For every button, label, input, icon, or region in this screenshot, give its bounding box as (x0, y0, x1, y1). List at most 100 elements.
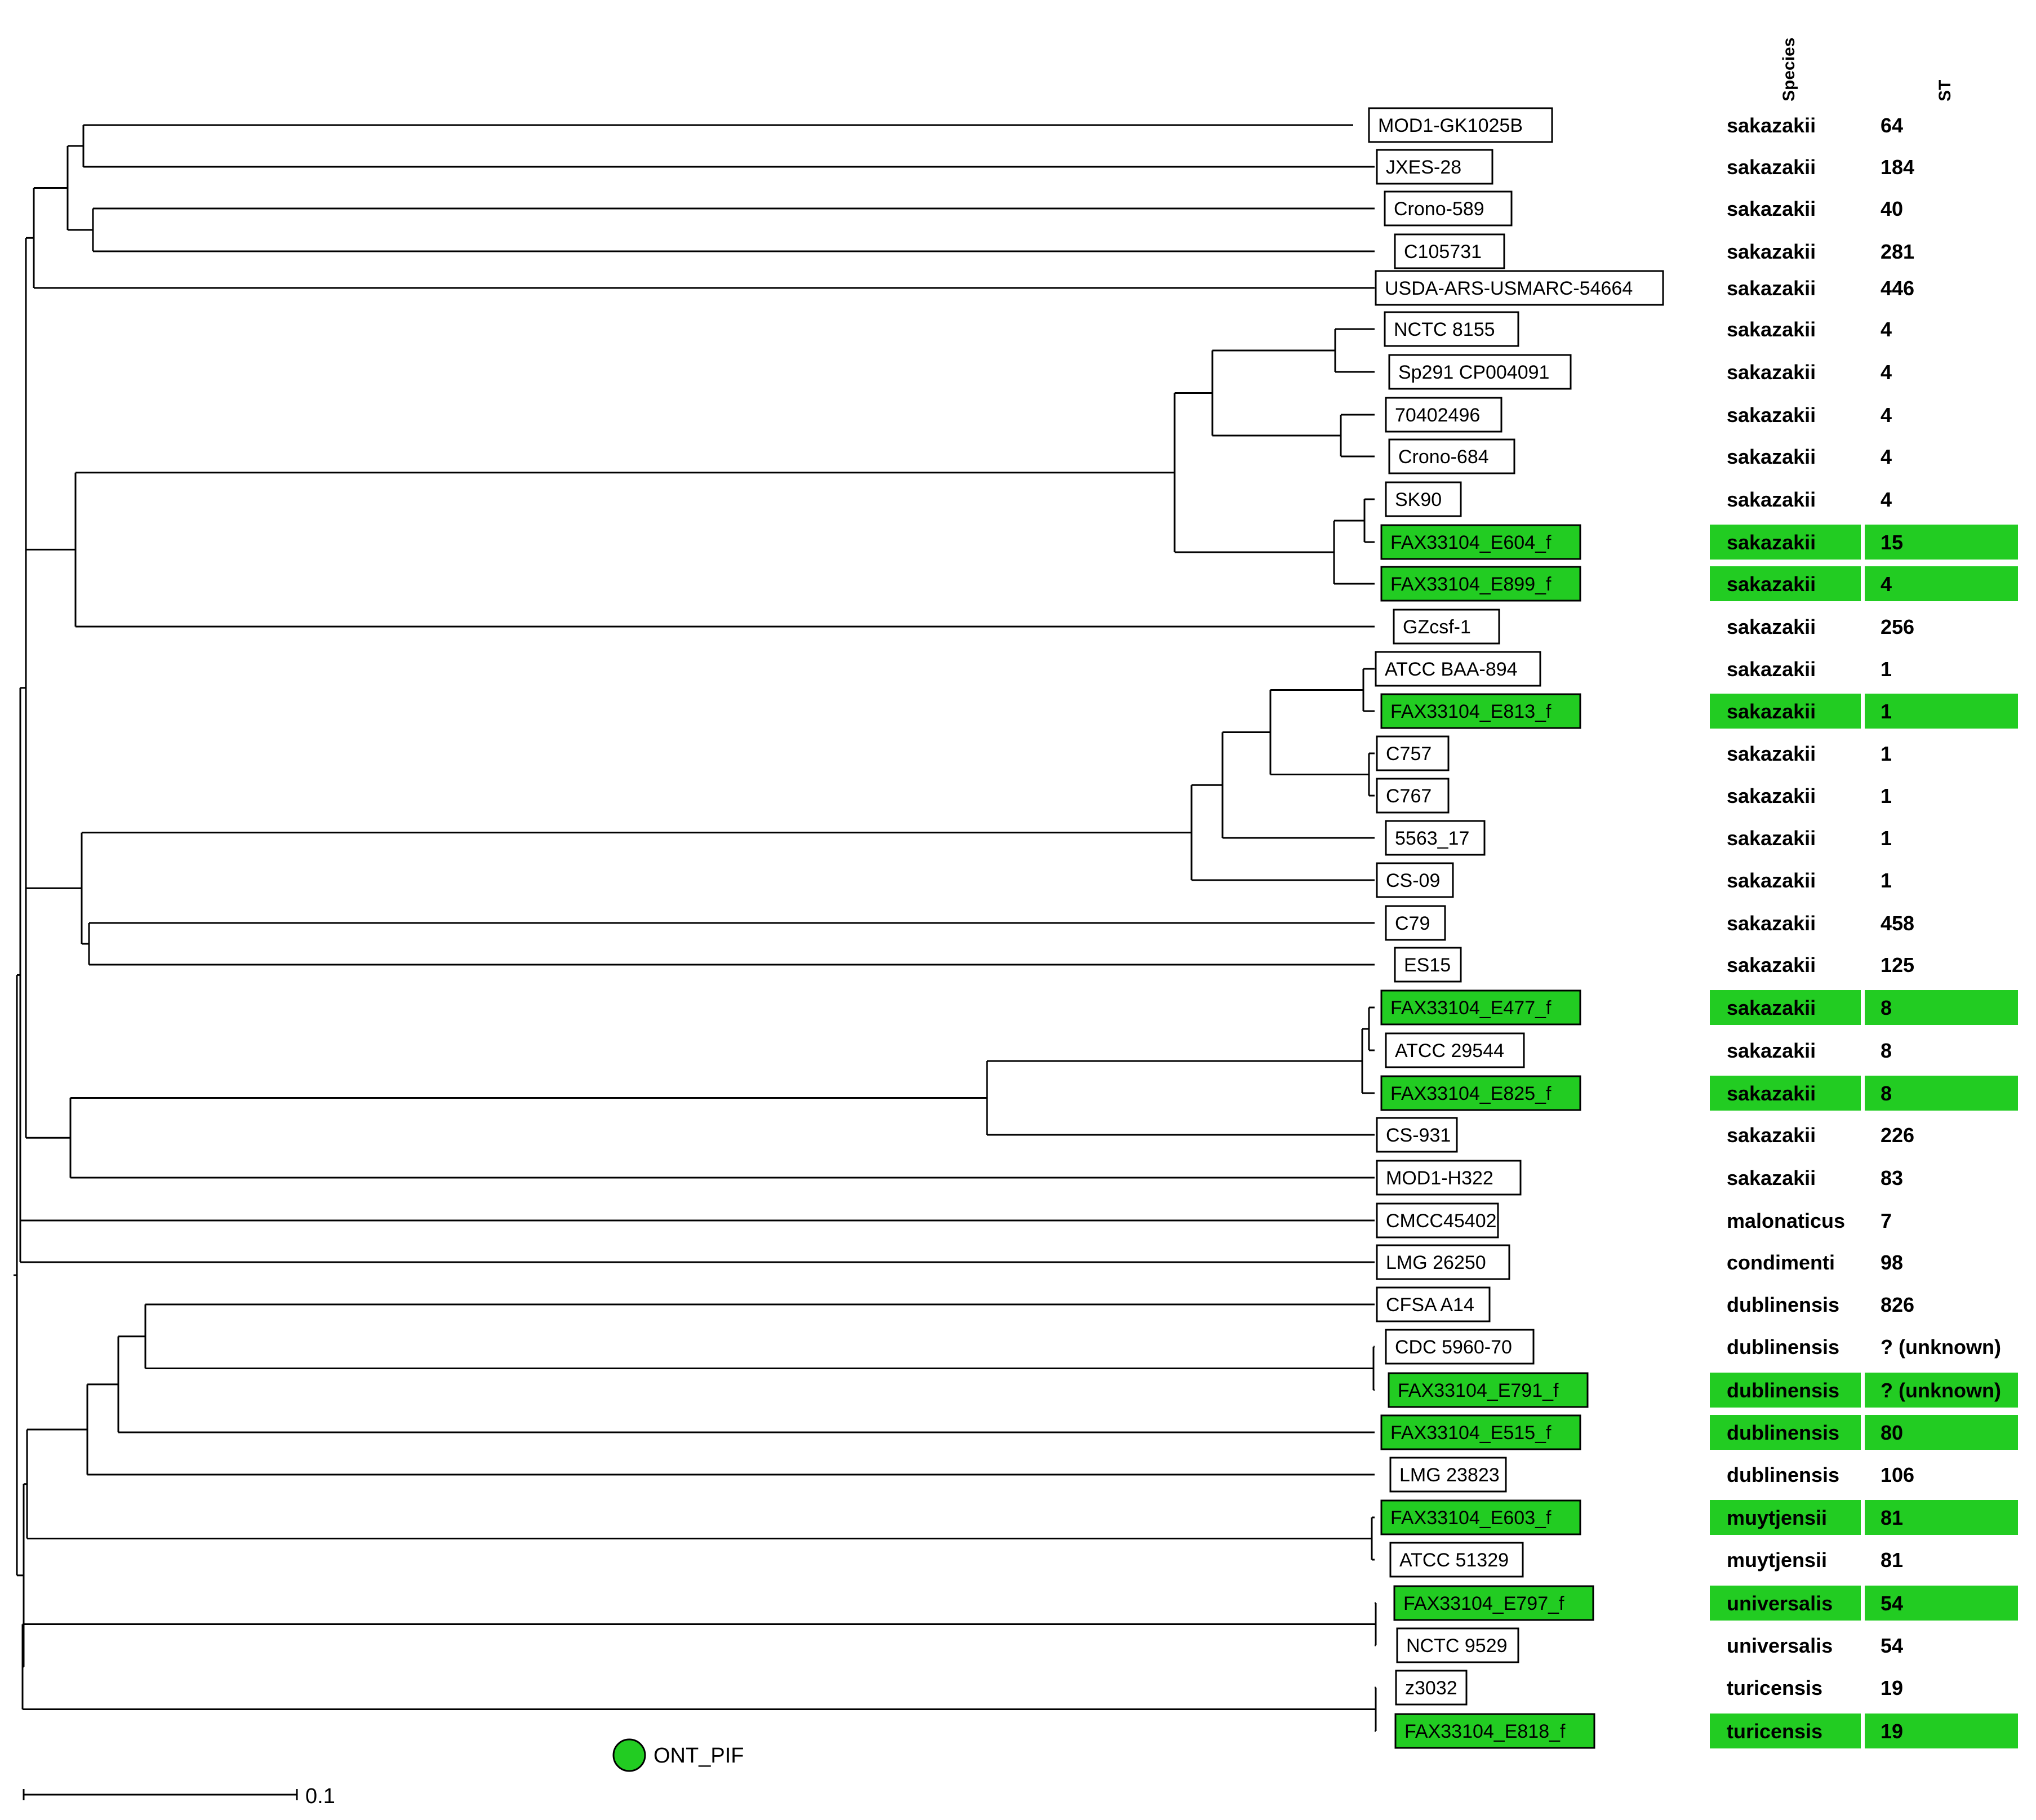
species-cell: universalis (1727, 1592, 1833, 1615)
taxon-label-box (1385, 905, 1446, 941)
table-row: sakazakii 1 (1727, 827, 1892, 850)
species-cell: sakazakii (1727, 197, 1816, 220)
taxon-name: Crono-684 (1398, 446, 1489, 468)
st-cell: 54 (1881, 1592, 1903, 1615)
table-row: universalis 54 (1710, 1586, 2018, 1621)
taxon-label-box (1380, 1075, 1581, 1111)
species-cell: sakazakii (1727, 784, 1816, 807)
taxon-label: CDC 5960-70 (1385, 1329, 1535, 1365)
st-cell: 458 (1881, 912, 1914, 935)
table-row: universalis 54 (1727, 1634, 1903, 1657)
species-cell: sakazakii (1727, 531, 1816, 554)
taxon-label: USDA-ARS-USMARC-54664 (1375, 270, 1664, 306)
st-cell: 4 (1881, 488, 1892, 511)
species-cell: sakazakii (1727, 700, 1816, 723)
species-cell: sakazakii (1727, 156, 1816, 179)
taxon-label: FAX33104_E515_f (1380, 1414, 1581, 1450)
species-cell: sakazakii (1727, 1166, 1816, 1189)
taxon-name: MOD1-GK1025B (1378, 115, 1523, 136)
taxon-label: z3032 (1395, 1670, 1468, 1706)
taxon-label-box (1394, 233, 1505, 269)
st-cell: 54 (1881, 1634, 1903, 1657)
taxon-label: ATCC BAA-894 (1375, 651, 1541, 687)
taxon-label: FAX33104_E813_f (1380, 693, 1581, 729)
species-cell: sakazakii (1727, 445, 1816, 468)
highlight-cell (1865, 1714, 2018, 1748)
taxon-label-box (1380, 524, 1581, 560)
taxon-name: LMG 26250 (1386, 1252, 1486, 1273)
st-cell: 19 (1881, 1676, 1903, 1699)
highlight-cell (1710, 1373, 1861, 1408)
taxon-name: ES15 (1404, 955, 1451, 976)
table-row: condimenti 98 (1727, 1251, 1903, 1274)
taxon-label: NCTC 9529 (1396, 1627, 1519, 1663)
st-cell: ? (unknown) (1881, 1335, 2001, 1359)
taxon-label-box (1393, 1585, 1594, 1621)
taxon-label: ATCC 29544 (1385, 1032, 1525, 1068)
highlight-cell (1710, 694, 1861, 729)
st-cell: 106 (1881, 1463, 1914, 1486)
taxon-label-box (1376, 1117, 1458, 1153)
taxon-name: USDA-ARS-USMARC-54664 (1385, 278, 1633, 299)
table-row: sakazakii 4 (1727, 445, 1892, 468)
taxon-label: GZcsf-1 (1393, 609, 1500, 645)
table-row: dublinensis ? (unknown) (1710, 1373, 2018, 1408)
table-row: sakazakii 1 (1727, 784, 1892, 807)
taxon-label: C105731 (1394, 233, 1505, 269)
taxon-name: FAX33104_E818_f (1404, 1721, 1566, 1742)
taxon-label: FAX33104_E477_f (1380, 989, 1581, 1026)
highlight-cell (1710, 1714, 1861, 1748)
highlight-cell (1710, 566, 1861, 601)
taxon-name: FAX33104_E515_f (1390, 1422, 1552, 1444)
st-cell: 4 (1881, 403, 1892, 427)
taxon-label: FAX33104_E797_f (1393, 1585, 1594, 1621)
taxon-label-box (1375, 651, 1541, 687)
table-row: sakazakii 184 (1727, 156, 1914, 179)
taxon-name: CMCC45402 (1386, 1210, 1497, 1232)
st-cell: 1 (1881, 742, 1892, 765)
species-cell: condimenti (1727, 1251, 1835, 1274)
taxon-label: C767 (1376, 778, 1450, 814)
st-cell: 226 (1881, 1124, 1914, 1147)
highlight-cell (1710, 1076, 1861, 1111)
taxon-label-box (1388, 1372, 1589, 1408)
highlight-cell (1865, 990, 2018, 1025)
taxon-name: NCTC 9529 (1406, 1635, 1508, 1657)
taxon-label-box (1385, 481, 1462, 517)
highlight-cell (1710, 990, 1861, 1025)
taxon-name: FAX33104_E477_f (1390, 997, 1552, 1019)
species-cell: sakazakii (1727, 1082, 1816, 1105)
table-row: sakazakii 64 (1727, 114, 1903, 137)
table-row: turicensis 19 (1727, 1676, 1903, 1699)
taxon-name: ATCC 51329 (1399, 1550, 1509, 1571)
taxon-label: C79 (1385, 905, 1446, 941)
taxon-label-box (1388, 438, 1515, 474)
taxon-label-box (1376, 149, 1493, 185)
st-cell: 4 (1881, 572, 1892, 596)
highlight-cell (1865, 1415, 2018, 1450)
taxon-name: FAX33104_E797_f (1403, 1593, 1564, 1614)
species-cell: sakazakii (1727, 361, 1816, 384)
taxon-label-box (1389, 1542, 1524, 1578)
taxon-label-box (1376, 862, 1454, 898)
taxon-label-box (1395, 1670, 1468, 1706)
species-cell: dublinensis (1727, 1379, 1839, 1402)
taxon-label: CS-09 (1376, 862, 1454, 898)
species-cell: sakazakii (1727, 953, 1816, 976)
taxon-label-box (1393, 609, 1500, 645)
taxon-label-box (1376, 1286, 1491, 1322)
st-cell: 7 (1881, 1209, 1892, 1232)
taxon-label-box (1376, 735, 1450, 771)
species-cell: muytjensii (1727, 1506, 1827, 1529)
species-header: Species (1780, 38, 1798, 101)
taxon-name: SK90 (1395, 489, 1442, 511)
species-cell: universalis (1727, 1634, 1833, 1657)
legend-label: ONT_PIF (654, 1744, 744, 1768)
taxon-name: ATCC 29544 (1395, 1040, 1504, 1062)
st-cell: 446 (1881, 277, 1914, 300)
species-cell: dublinensis (1727, 1335, 1839, 1359)
taxon-label-box (1368, 107, 1553, 143)
table-row: sakazakii 8 (1710, 990, 2018, 1025)
st-cell: 184 (1881, 156, 1914, 179)
tree-branches (14, 124, 1377, 1732)
